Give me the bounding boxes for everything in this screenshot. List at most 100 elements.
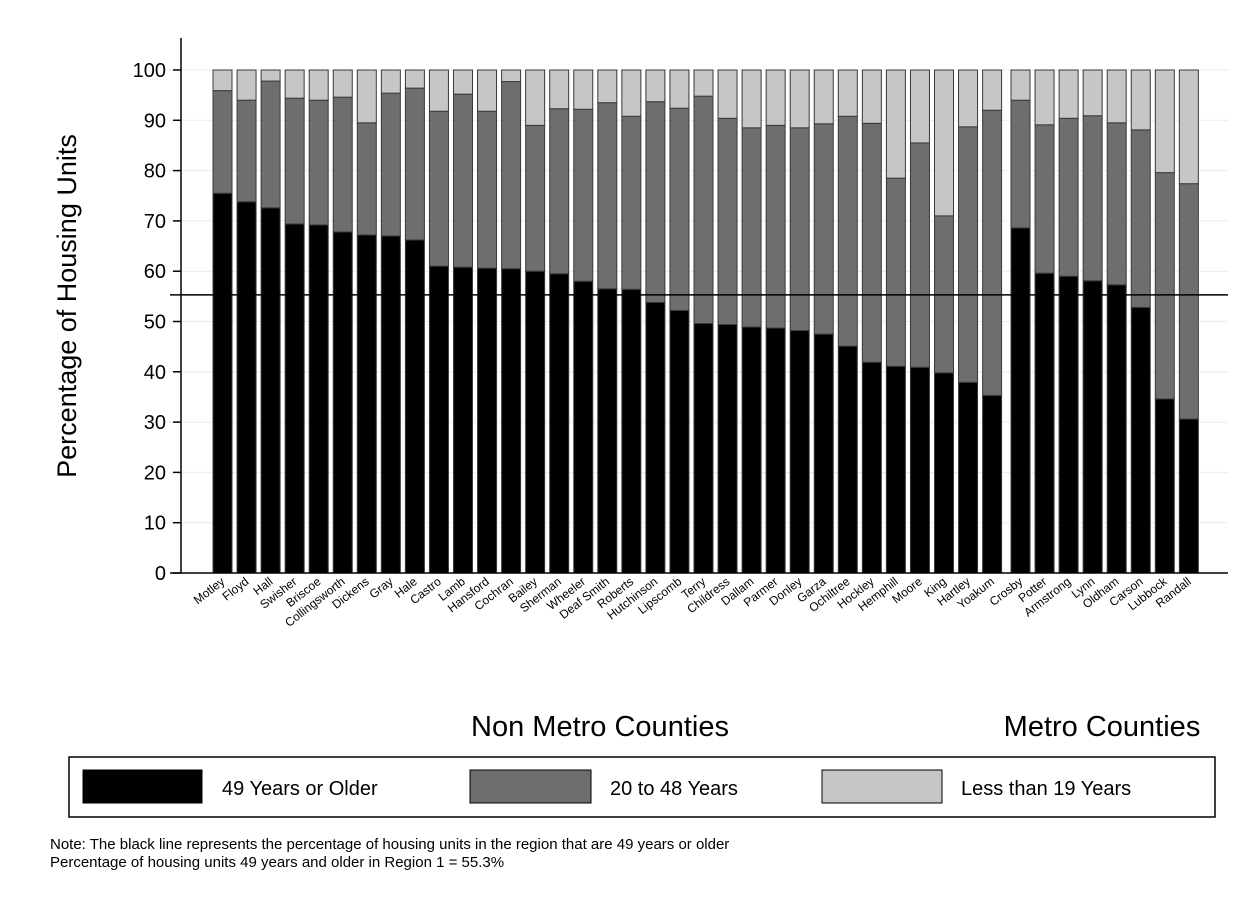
bar-segment bbox=[1010, 99, 1031, 229]
bar-segment bbox=[236, 99, 257, 203]
legend-label-20-48: 20 to 48 Years bbox=[610, 778, 738, 800]
bar-segment bbox=[693, 69, 714, 97]
bar-segment bbox=[693, 95, 714, 325]
bar-segment bbox=[669, 69, 690, 109]
y-tick-label: 0 bbox=[155, 563, 166, 585]
bar-segment bbox=[356, 69, 377, 124]
bar-segment bbox=[669, 309, 690, 574]
bar-segment bbox=[1082, 280, 1103, 574]
bar-segment bbox=[1058, 69, 1079, 119]
bar-segment bbox=[212, 90, 233, 194]
bar-segment bbox=[813, 69, 834, 125]
bar-segment bbox=[885, 177, 906, 367]
bar-segment bbox=[525, 124, 546, 272]
legend-swatch-20-48 bbox=[469, 769, 592, 804]
bar-segment bbox=[837, 115, 858, 347]
bar-segment bbox=[1010, 227, 1031, 574]
bar-segment bbox=[597, 69, 618, 104]
y-axis: 0 10 20 30 40 50 60 70 80 90 100 bbox=[133, 38, 1228, 585]
bar-segment bbox=[1130, 129, 1151, 308]
bar-segment bbox=[549, 69, 570, 110]
bar-segment bbox=[549, 108, 570, 275]
bar-segment bbox=[380, 235, 401, 574]
legend-swatch-under-19 bbox=[821, 769, 943, 804]
bar-segment bbox=[837, 345, 858, 574]
bar-segment bbox=[453, 93, 473, 268]
bar-segment bbox=[958, 381, 979, 574]
bar-segment bbox=[621, 69, 642, 117]
y-tick-label: 80 bbox=[144, 161, 166, 183]
bar-segment bbox=[1082, 69, 1103, 117]
group-label-non-metro: Non Metro Counties bbox=[471, 711, 729, 743]
bar-segment bbox=[332, 231, 353, 574]
bar-segment bbox=[1178, 69, 1199, 185]
bar-segment bbox=[717, 69, 738, 119]
bar-segment bbox=[1178, 418, 1199, 574]
bar-segment bbox=[1058, 275, 1079, 574]
bar-segment bbox=[308, 69, 329, 101]
bar-segment bbox=[645, 69, 666, 103]
note-line-2: Percentage of housing units 49 years and… bbox=[50, 854, 505, 871]
bar-segment bbox=[356, 122, 377, 236]
bar-segment bbox=[1034, 272, 1055, 574]
category-label: Floyd bbox=[220, 574, 252, 603]
bar-segment bbox=[1154, 398, 1175, 574]
bar-segment bbox=[356, 234, 377, 574]
bar-segment bbox=[477, 267, 498, 574]
bar-segment bbox=[1178, 183, 1199, 420]
bar-segment bbox=[404, 69, 425, 89]
bar-segment bbox=[1106, 284, 1127, 574]
bar-segment bbox=[741, 69, 762, 129]
bar-segment bbox=[669, 107, 690, 311]
bar-segment bbox=[645, 101, 666, 303]
bar-segment bbox=[380, 69, 401, 94]
y-tick-label: 70 bbox=[144, 211, 166, 233]
bar-segment bbox=[308, 224, 329, 574]
bar-segment bbox=[645, 301, 666, 574]
bar-segment bbox=[717, 324, 738, 574]
y-tick-label: 10 bbox=[144, 513, 166, 535]
bar-segment bbox=[717, 117, 738, 326]
bar-segment bbox=[982, 109, 1003, 396]
note-line-1: Note: The black line represents the perc… bbox=[50, 836, 730, 853]
y-tick-label: 40 bbox=[144, 362, 166, 384]
y-tick-label: 50 bbox=[144, 312, 166, 334]
bar-segment bbox=[813, 123, 834, 335]
bar-segment bbox=[621, 115, 642, 290]
bar-segment bbox=[789, 127, 810, 332]
y-tick-label: 100 bbox=[133, 60, 166, 82]
bar-segment bbox=[284, 69, 305, 99]
category-label: Gray bbox=[367, 574, 396, 601]
bar-segment bbox=[260, 69, 281, 82]
bar-segment bbox=[958, 126, 979, 383]
bar-segment bbox=[958, 69, 979, 128]
bar-segment bbox=[212, 192, 233, 574]
bar-segment bbox=[477, 110, 498, 269]
bar-segment bbox=[501, 268, 522, 574]
bar-segment bbox=[909, 366, 930, 574]
bar-segment bbox=[934, 69, 954, 217]
bar-segment bbox=[765, 124, 786, 329]
bar-segment bbox=[404, 239, 425, 574]
bar-segment bbox=[1130, 306, 1151, 574]
bar-segment bbox=[1058, 117, 1079, 277]
bar-segment bbox=[212, 69, 233, 92]
bar-segment bbox=[909, 69, 930, 144]
legend-swatch-49-plus bbox=[82, 769, 203, 804]
bar-segment bbox=[982, 69, 1003, 111]
bar-segment bbox=[813, 333, 834, 574]
bar-segment bbox=[453, 69, 473, 95]
bar-segment bbox=[308, 99, 329, 226]
bar-segment bbox=[453, 266, 473, 574]
bar-segment bbox=[1082, 115, 1103, 282]
bar-segment bbox=[765, 327, 786, 574]
bar-segment bbox=[332, 96, 353, 233]
legend-label-49-plus: 49 Years or Older bbox=[222, 778, 378, 800]
bar-segment bbox=[525, 270, 546, 574]
bar-segment bbox=[404, 87, 425, 241]
bar-segment bbox=[332, 69, 353, 98]
legend-border bbox=[68, 756, 1216, 818]
bar-segment bbox=[789, 69, 810, 129]
